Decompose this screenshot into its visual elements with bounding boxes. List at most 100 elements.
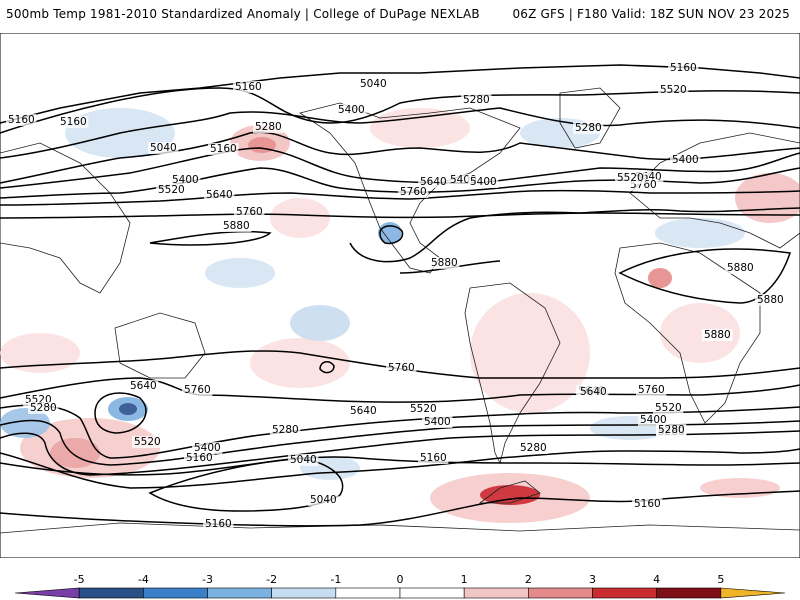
contour-label: 5880 <box>221 220 252 232</box>
svg-text:5640: 5640 <box>420 176 447 188</box>
svg-text:5400: 5400 <box>672 154 699 166</box>
run-info: 06Z GFS | F180 Valid: 18Z SUN NOV 23 202… <box>512 7 790 21</box>
contour-label: 5280 <box>270 424 301 436</box>
svg-text:5160: 5160 <box>634 498 661 510</box>
colorbar-swatch <box>656 587 722 599</box>
svg-text:5280: 5280 <box>463 94 490 106</box>
svg-text:5040: 5040 <box>150 142 177 154</box>
svg-text:5040: 5040 <box>310 494 337 506</box>
contour-label: 5520 <box>653 402 684 414</box>
contour-label: 5280 <box>656 424 687 436</box>
contour-label: 5160 <box>203 518 234 530</box>
svg-text:5160: 5160 <box>210 143 237 155</box>
svg-text:5280: 5280 <box>575 122 602 134</box>
colorbar-tick-label: 4 <box>653 573 660 586</box>
colorbar-tick-label: 2 <box>525 573 532 586</box>
contour-label: 5280 <box>461 94 492 106</box>
colorbar-swatch <box>207 587 272 599</box>
contour-label: 5040 <box>358 78 389 90</box>
svg-text:5280: 5280 <box>658 424 685 436</box>
contour-label: 5040 <box>308 494 339 506</box>
colorbar-swatch <box>528 587 593 599</box>
svg-text:5760: 5760 <box>184 384 211 396</box>
svg-text:5280: 5280 <box>520 442 547 454</box>
colorbar-swatch <box>14 587 80 599</box>
contour-label: 5160 <box>418 452 449 464</box>
contour-label: 5280 <box>573 122 604 134</box>
contour-label: 5160 <box>233 81 264 93</box>
svg-text:5400: 5400 <box>424 416 451 428</box>
colorbar-tick-label: -4 <box>138 573 149 586</box>
svg-text:5160: 5160 <box>8 114 35 126</box>
contour-label: 5880 <box>755 294 786 306</box>
colorbar-tick-label: -5 <box>74 573 85 586</box>
contour-label: 5520 <box>658 84 689 96</box>
contour-label: 5880 <box>702 329 733 341</box>
contour-label: 5160 <box>208 143 239 155</box>
contour-label: 5640 <box>128 380 159 392</box>
colorbar-tick-label: -3 <box>202 573 213 586</box>
contour-label: 5160 <box>6 114 37 126</box>
svg-text:5040: 5040 <box>360 78 387 90</box>
contour-label: 5160 <box>668 62 699 74</box>
contour-label: 5400 <box>170 174 201 186</box>
colorbar-swatch <box>592 587 657 599</box>
svg-text:5640: 5640 <box>350 405 377 417</box>
svg-text:5520: 5520 <box>410 403 437 415</box>
svg-text:5160: 5160 <box>60 116 87 128</box>
contour-label: 5400 <box>336 104 367 116</box>
svg-text:5400: 5400 <box>640 414 667 426</box>
contour-label: 5520 <box>132 436 163 448</box>
svg-text:5160: 5160 <box>205 518 232 530</box>
colorbar-swatch <box>271 587 337 599</box>
svg-text:5400: 5400 <box>194 442 221 454</box>
contour-label: 5040 <box>288 454 319 466</box>
svg-text:5520: 5520 <box>617 172 644 184</box>
contour-label: 5640 <box>348 405 379 417</box>
svg-text:5760: 5760 <box>400 186 427 198</box>
colorbar-swatch <box>143 587 208 599</box>
contour-label: 5400 <box>192 442 223 454</box>
svg-text:5160: 5160 <box>670 62 697 74</box>
contour-label: 5040 <box>148 142 179 154</box>
colorbar-swatch <box>399 587 465 599</box>
contour-label: 5760 <box>386 362 417 374</box>
svg-text:5520: 5520 <box>655 402 682 414</box>
svg-text:5520: 5520 <box>660 84 687 96</box>
svg-text:5760: 5760 <box>388 362 415 374</box>
svg-text:5880: 5880 <box>757 294 784 306</box>
colorbar-swatch <box>463 587 529 599</box>
contour-label: 5160 <box>184 452 215 464</box>
colorbar-swatch <box>720 587 786 599</box>
colorbar-tick-label: 1 <box>461 573 468 586</box>
contour-label: 5760 <box>636 384 667 396</box>
svg-text:5400: 5400 <box>338 104 365 116</box>
colorbar-tick-label: 3 <box>589 573 596 586</box>
svg-text:5400: 5400 <box>172 174 199 186</box>
colorbar-tick-label: 5 <box>717 573 724 586</box>
contour-label: 5400 <box>422 416 453 428</box>
contour-label: 5640 <box>578 386 609 398</box>
contour-label: 5520 <box>156 184 187 196</box>
svg-text:5640: 5640 <box>580 386 607 398</box>
svg-text:5040: 5040 <box>290 454 317 466</box>
contour-label: 5520 <box>408 403 439 415</box>
svg-text:5160: 5160 <box>186 452 213 464</box>
svg-text:5280: 5280 <box>272 424 299 436</box>
colorbar-swatches <box>14 587 786 599</box>
contour-label: 5160 <box>58 116 89 128</box>
contour-label: 5400 <box>638 414 669 426</box>
svg-text:5160: 5160 <box>420 452 447 464</box>
svg-text:5280: 5280 <box>255 121 282 133</box>
svg-text:5880: 5880 <box>727 262 754 274</box>
colorbar-tick-label: -2 <box>266 573 277 586</box>
svg-text:5280: 5280 <box>30 402 57 414</box>
svg-text:5640: 5640 <box>206 189 233 201</box>
contour-label: 5280 <box>518 442 549 454</box>
svg-text:5880: 5880 <box>431 257 458 269</box>
colorbar-swatch <box>78 587 144 599</box>
contour-label: 5880 <box>429 257 460 269</box>
contour-label: 5400 <box>468 176 499 188</box>
